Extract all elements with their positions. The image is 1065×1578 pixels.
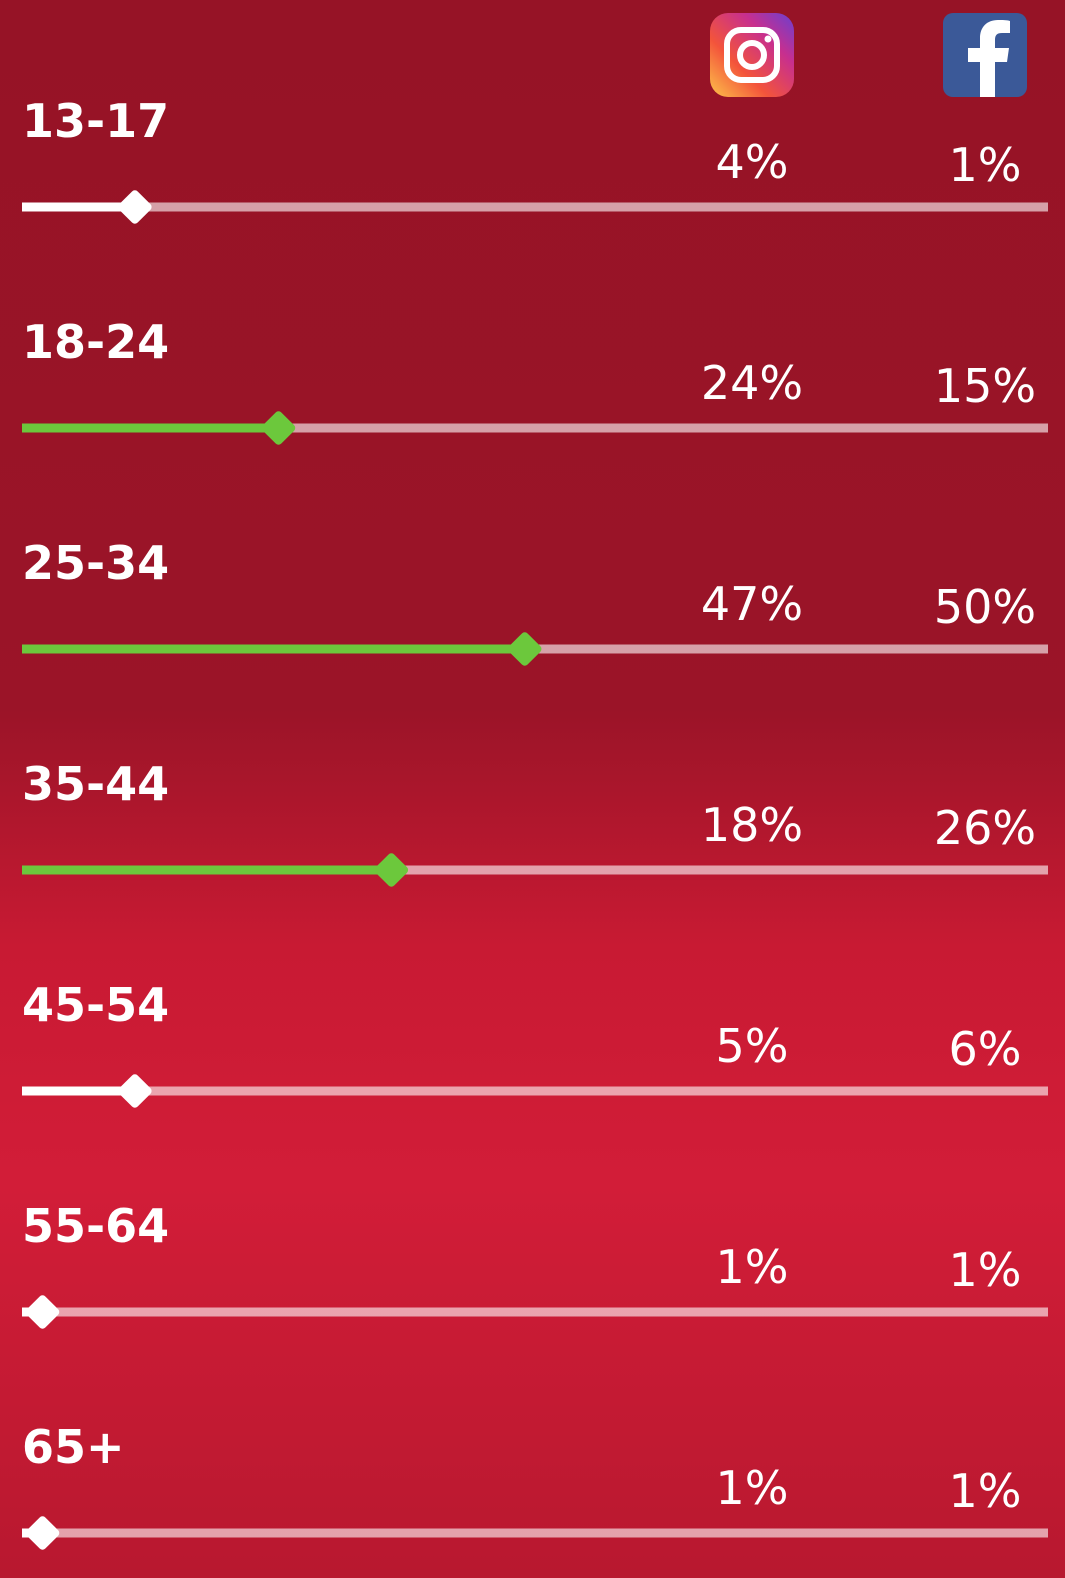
age-label: 55-64	[22, 1199, 170, 1253]
instagram-percent: 24%	[700, 356, 804, 410]
slider-knob	[118, 190, 152, 224]
facebook-percent: 6%	[948, 1022, 1022, 1076]
facebook-percent: 1%	[948, 1464, 1022, 1518]
facebook-percent: 26%	[933, 801, 1037, 855]
slider-knob	[118, 1074, 152, 1108]
age-label: 25-34	[22, 536, 170, 590]
instagram-percent: 1%	[715, 1240, 789, 1294]
instagram-percent: 47%	[700, 577, 804, 631]
facebook-percent: 1%	[948, 1243, 1022, 1297]
instagram-percent: 5%	[715, 1019, 789, 1073]
instagram-percent: 18%	[700, 798, 804, 852]
slider-knob	[25, 1295, 60, 1329]
age-label: 45-54	[22, 978, 170, 1032]
facebook-percent: 1%	[948, 138, 1022, 192]
facebook-percent: 50%	[933, 580, 1037, 634]
slider-knob	[25, 1516, 60, 1550]
age-label: 13-17	[22, 94, 170, 148]
facebook-icon	[943, 13, 1027, 97]
slider-knob	[374, 853, 409, 887]
age-label: 35-44	[22, 757, 170, 811]
age-label: 18-24	[22, 315, 170, 369]
instagram-icon	[710, 13, 794, 97]
slider-knob	[261, 411, 296, 445]
slider-knob	[508, 632, 542, 666]
instagram-percent: 4%	[715, 135, 789, 189]
instagram-percent: 1%	[715, 1461, 789, 1515]
facebook-percent: 15%	[933, 359, 1037, 413]
age-label: 65+	[22, 1420, 125, 1474]
